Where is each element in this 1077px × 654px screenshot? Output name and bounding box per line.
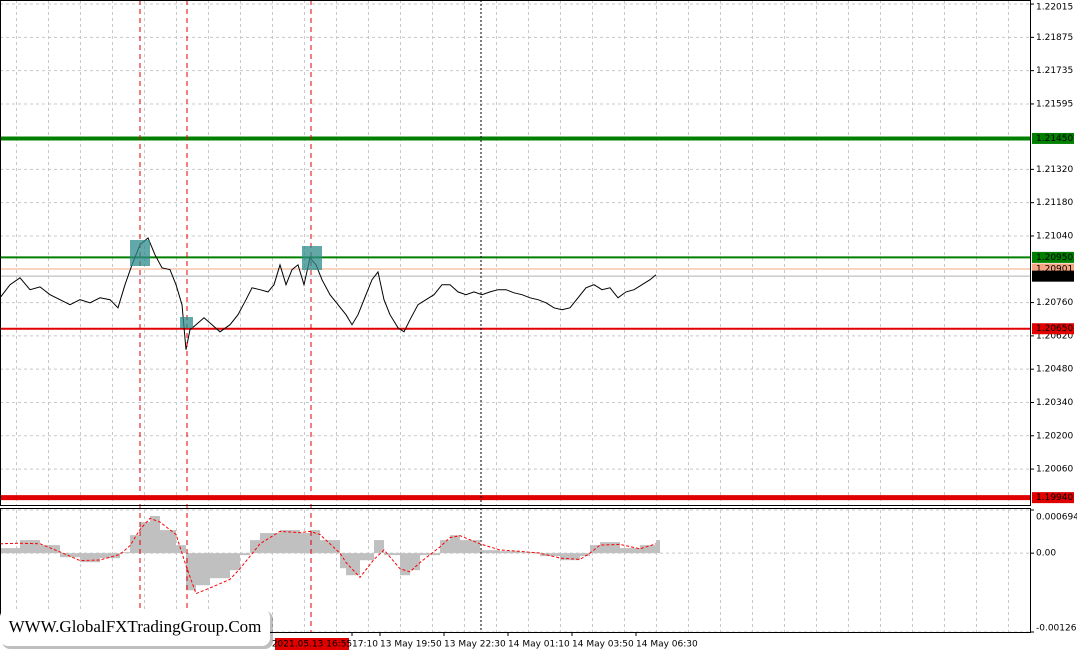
overlay-layer: 1.22015 1.21875 1.21735 1.21595 1.21320 1.211… — [272, 3, 1077, 650]
level-label: 1.19940 — [1036, 493, 1073, 503]
histogram-bar — [320, 540, 340, 554]
histogram-bar — [420, 553, 440, 556]
level-label: 1.20650 — [1036, 324, 1073, 334]
histogram-bar — [346, 553, 360, 576]
histogram-bar — [250, 540, 260, 554]
entry-marker — [302, 246, 322, 270]
histogram-bar — [520, 552, 540, 554]
histogram-bar — [150, 516, 160, 554]
y-tick-label: 1.22015 — [1036, 3, 1073, 13]
y-tick-label: 1.21320 — [1036, 165, 1073, 175]
level-label-box — [1032, 323, 1074, 335]
histogram-bar — [410, 553, 420, 571]
histogram-bar — [360, 553, 374, 561]
histogram-bar — [160, 530, 176, 554]
x-tick-label: 13 May 19:50 — [380, 640, 442, 650]
entry-marker — [180, 317, 193, 328]
histogram-bar — [460, 540, 480, 554]
histogram-bar — [480, 550, 500, 554]
y-tick-label: 1.20060 — [1036, 465, 1073, 475]
histogram-bar — [186, 553, 196, 591]
level-label: 1.21450 — [1036, 134, 1073, 144]
level-label-box — [1032, 492, 1074, 504]
grid-pattern — [0, 0, 1030, 505]
histogram-bar — [280, 530, 300, 554]
histogram-bar — [374, 540, 384, 554]
histogram-bar — [384, 553, 400, 556]
x-tick-label: 14 May 03:50 — [572, 640, 634, 650]
level-label-box — [1032, 270, 1074, 282]
y-tick-label: 0.00 — [1036, 549, 1056, 559]
histogram-bar — [210, 553, 230, 579]
watermark: WWW.GlobalFXTradingGroup.Com — [0, 609, 273, 649]
level-label: 1.20901 — [1036, 265, 1073, 275]
histogram-bar — [0, 548, 20, 554]
y-tick-label: 1.21595 — [1036, 99, 1073, 109]
indicator-pane-border — [0, 508, 1031, 633]
histogram-bar — [500, 551, 520, 554]
y-tick-label: 1.20480 — [1036, 365, 1073, 375]
histogram-bar — [100, 553, 120, 559]
histogram-bar — [400, 553, 410, 576]
histogram-bar — [196, 553, 210, 586]
histogram-bar — [130, 535, 140, 554]
histogram-bar — [310, 530, 320, 554]
histogram-bar — [600, 542, 620, 554]
y-tick-label: 1.20340 — [1036, 398, 1073, 408]
crosshair-label-box — [275, 638, 349, 650]
x-tick-label: 13 May 22:30 — [444, 640, 506, 650]
histogram-bar — [40, 545, 60, 554]
y-tick-label: 1.20760 — [1036, 298, 1073, 308]
histogram-bar — [580, 553, 590, 557]
histogram-bar — [120, 552, 130, 554]
histogram-bar — [440, 540, 450, 554]
crosshair-label: 2021.05.13 16:55 — [272, 640, 352, 650]
level-label: 1.20871 — [1036, 272, 1073, 282]
histogram-bar — [540, 553, 560, 557]
y-tick-label: 1.21040 — [1036, 231, 1073, 241]
y-tick-label: 1.21735 — [1036, 66, 1073, 76]
y-tick-label: 1.21875 — [1036, 33, 1073, 43]
histogram-bar — [260, 533, 280, 554]
y-tick-label: 1.20200 — [1036, 431, 1073, 441]
histogram-bar — [656, 540, 660, 554]
y-tick-label: -0.001268 — [1036, 624, 1077, 634]
x-tick-label: 14 May 01:10 — [508, 640, 570, 650]
histogram-bar — [80, 553, 100, 563]
histogram-bar — [640, 545, 656, 554]
price-pane-border — [0, 0, 1031, 506]
histogram-bar — [340, 553, 346, 569]
histogram-bar — [140, 522, 150, 554]
histogram-bar — [620, 548, 640, 554]
watermark-box — [0, 609, 270, 646]
y-tick-label: 1.21180 — [1036, 198, 1073, 208]
histogram-bar — [60, 553, 80, 558]
level-label: 1.20950 — [1036, 253, 1073, 263]
series-line — [0, 517, 657, 595]
histogram-bar — [560, 553, 580, 561]
histogram-bar — [230, 553, 240, 571]
histogram-bar — [300, 533, 310, 554]
level-label-box — [1032, 263, 1074, 275]
watermark-text: WWW.GlobalFXTradingGroup.Com — [9, 617, 262, 636]
histogram-bar — [450, 535, 460, 554]
histogram-bar — [20, 540, 40, 554]
histogram-bar — [240, 553, 250, 556]
x-tick-label: 17:10 — [352, 640, 378, 650]
y-tick-label: 0.000694 — [1036, 513, 1077, 523]
level-label-box — [1032, 132, 1074, 144]
plot-layer — [0, 3, 1030, 633]
y-tick-label: 1.20620 — [1036, 331, 1073, 341]
level-label-box — [1032, 251, 1074, 263]
x-tick-label: 14 May 06:30 — [636, 640, 698, 650]
entry-marker — [130, 240, 150, 266]
